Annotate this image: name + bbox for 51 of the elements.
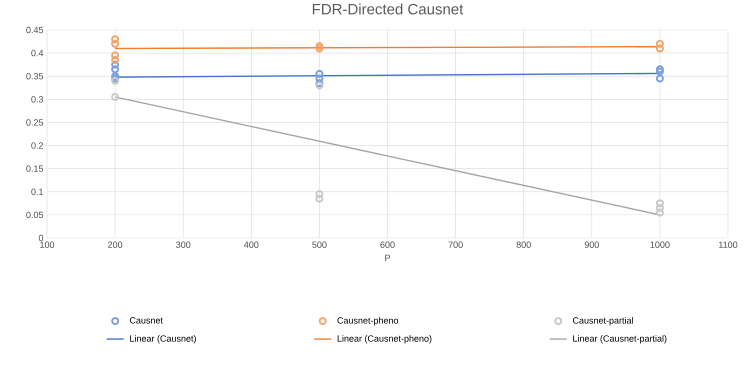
y-tick-label: 0.15 [26, 165, 44, 172]
point [656, 208, 664, 217]
legend-label: Causnet [130, 317, 163, 324]
x-tick-label: 800 [516, 242, 531, 248]
point [111, 40, 120, 48]
point [315, 190, 324, 198]
point [656, 40, 664, 48]
y-tick-label: 0.1 [31, 188, 44, 195]
point [656, 44, 664, 52]
point [111, 65, 120, 74]
y-tick-label: 0.35 [26, 73, 44, 80]
x-tick-label: 1000 [650, 242, 670, 248]
y-tick-label: 0.4 [31, 50, 44, 56]
point [315, 42, 324, 50]
point [656, 74, 664, 83]
point [656, 204, 664, 212]
x-tick-label: 300 [176, 242, 190, 248]
point [656, 68, 664, 76]
x-axis-title: P [385, 254, 390, 261]
y-tick-label: 0 [38, 234, 44, 242]
legend-label: Causnet-partial [572, 317, 633, 326]
x-tick-label: 100 [40, 242, 54, 248]
y-tick-label: 0.2 [31, 142, 44, 149]
point [315, 74, 324, 83]
legend-label: Linear (Causnet-pheno) [338, 335, 432, 344]
point [111, 93, 120, 102]
point [111, 35, 120, 44]
x-tick-label: 600 [380, 242, 395, 248]
legend-label: Linear (Causnet-partial) [573, 335, 666, 344]
point [656, 65, 664, 74]
point [315, 194, 324, 203]
point [315, 70, 324, 78]
point [111, 51, 120, 60]
x-tick-label: 900 [584, 242, 599, 248]
x-tick-label: 500 [312, 242, 327, 248]
y-tick-label: 0.3 [31, 96, 44, 103]
legend-label: Causnet-pheno [337, 317, 398, 326]
x-tick-label: 200 [108, 242, 122, 248]
point [111, 72, 120, 80]
y-tick-label: 0.25 [26, 119, 44, 126]
y-tick-label: 0.05 [26, 212, 44, 218]
chart-title: FDR-Directed Causnet [312, 3, 464, 14]
x-tick-label: 1100 [719, 242, 738, 248]
x-tick-label: 400 [244, 242, 258, 248]
x-tick-label: 700 [448, 242, 463, 248]
legend-label: Linear (Causnet) [130, 335, 196, 344]
y-tick-label: 0.45 [26, 26, 44, 34]
point [315, 44, 324, 52]
point [656, 199, 664, 208]
point [111, 56, 120, 64]
point [111, 60, 120, 69]
